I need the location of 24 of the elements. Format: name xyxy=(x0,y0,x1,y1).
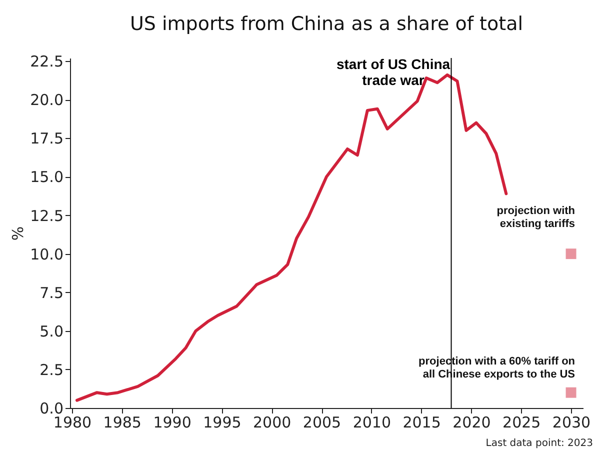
y-tick-label: 2.5 xyxy=(40,360,64,379)
x-tick-label: 1990 xyxy=(153,414,192,432)
text: Last data point: 2023 xyxy=(486,438,593,449)
x-tick-label: 2005 xyxy=(302,414,342,432)
y-tick-label: 12.5 xyxy=(30,206,64,225)
x-tick-label: 2000 xyxy=(253,414,292,432)
ref-line-label: start of US China trade war xyxy=(336,56,450,88)
x-tick-label: 2020 xyxy=(452,414,491,432)
x-tick-label: 1995 xyxy=(203,414,242,432)
x-tick-label: 2030 xyxy=(552,414,591,432)
x-tick-label: 2025 xyxy=(502,414,541,432)
y-axis-title: % xyxy=(9,226,28,241)
chart-title: US imports from China as a share of total xyxy=(130,13,524,36)
y-tick-label: 20.0 xyxy=(30,91,64,110)
y-tick-label: 17.5 xyxy=(30,130,64,148)
x-tick-label: 2015 xyxy=(402,414,441,432)
y-tick-label: 10.0 xyxy=(30,245,64,264)
y-tick-label: 5.0 xyxy=(40,322,64,340)
y-tick-label: 7.5 xyxy=(40,284,64,302)
y-tick-label: 15.0 xyxy=(30,168,64,186)
x-tick-label: 2010 xyxy=(352,414,392,432)
annotation: projection with existing tariffs xyxy=(496,204,576,230)
y-tick-label: 22.5 xyxy=(30,52,64,71)
x-tick-label: 1985 xyxy=(103,414,142,432)
